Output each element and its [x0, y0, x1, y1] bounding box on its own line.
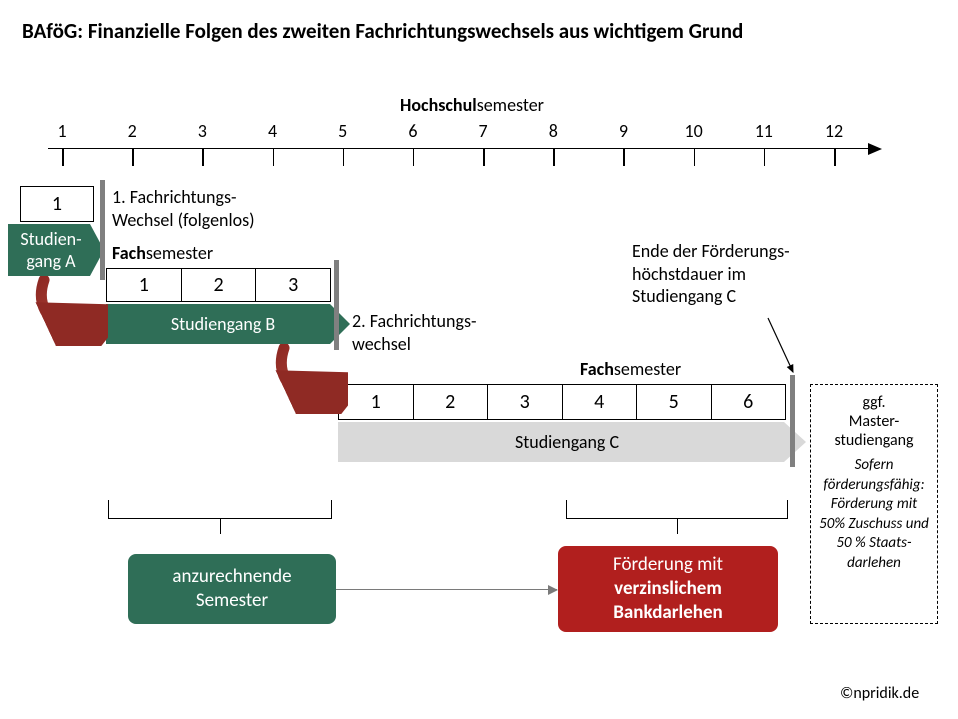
axis-tick: [202, 148, 204, 166]
axis-line: [48, 148, 870, 149]
wechsel-1-bar: [100, 180, 105, 280]
semester-cell: 2: [182, 269, 257, 301]
axis-tick: [623, 148, 625, 166]
callout-foerderung: Förderung mit verzinslichem Bankdarlehen: [558, 546, 778, 632]
axis-tick: [273, 148, 275, 166]
semester-cell: 1: [21, 187, 93, 221]
bracket-anzurechnende: [108, 500, 332, 534]
wechsel-2-bar: [334, 260, 339, 350]
axis-tick-label: 1: [57, 120, 66, 142]
gang-b-label: Studiengang B: [171, 313, 275, 335]
curve-arrow-a-icon: [30, 276, 108, 346]
page-title: BAföG: Finanzielle Folgen des zweiten Fa…: [22, 18, 743, 44]
axis-tick: [413, 148, 415, 166]
semester-cell: 1: [339, 385, 414, 419]
axis-tick: [694, 148, 696, 166]
axis-tick: [834, 148, 836, 166]
fachsemester-c-label: Fachsemester: [580, 358, 681, 381]
wechsel-1-label: 1. Fachrichtungs-Wechsel (folgenlos): [112, 186, 255, 231]
wechsel-2-label: 2. Fachrichtungs-wechsel: [352, 310, 477, 355]
master-title: ggf. Master- studiengang: [834, 393, 913, 450]
axis-tick-label: 10: [685, 120, 703, 142]
semester-cell: 3: [256, 269, 330, 301]
axis-tick: [764, 148, 766, 166]
ende-label: Ende der Förderungs- höchstdauer im Stud…: [632, 240, 790, 308]
ende-arrow-icon: [762, 312, 799, 378]
axis-tick-label: 9: [619, 120, 628, 142]
semester-cell: 2: [414, 385, 489, 419]
axis-tick: [132, 148, 134, 166]
axis-tick-label: 7: [479, 120, 488, 142]
gang-a-label: Studien-gang A: [20, 228, 81, 272]
copyright: ©npridik.de: [840, 684, 919, 703]
axis-tick: [553, 148, 555, 166]
axis-tick-label: 2: [128, 120, 137, 142]
axis-arrowhead: [868, 143, 882, 155]
semester-cell: 4: [563, 385, 638, 419]
axis-tick-label: 8: [549, 120, 558, 142]
callout-anzurechnende-text: anzurechnendeSemester: [172, 565, 291, 613]
gang-c-label: Studiengang C: [515, 431, 619, 453]
axis-tick-label: 3: [198, 120, 207, 142]
axis-tick: [62, 148, 64, 166]
axis-title: Hochschulsemester: [400, 94, 544, 116]
gang-a-banner: Studien-gang A: [8, 224, 104, 276]
bracket-foerderung: [566, 500, 788, 534]
axis-tick: [483, 148, 485, 166]
gang-c-semester-box: 123456: [338, 384, 786, 420]
master-note: Sofern förderungsfähig: Förderung mit 50…: [817, 456, 931, 573]
master-dashed-box: ggf. Master- studiengang Sofern förderun…: [810, 384, 938, 624]
axis-tick-label: 12: [825, 120, 843, 142]
end-bar: [790, 375, 795, 467]
diagram-canvas: BAföG: Finanzielle Folgen des zweiten Fa…: [0, 0, 958, 719]
callout-anzurechnende: anzurechnendeSemester: [128, 554, 336, 624]
axis-tick-label: 4: [268, 120, 277, 142]
gang-a-semester-box: 1: [20, 186, 94, 222]
gang-b-semester-box: 123: [106, 268, 331, 302]
axis-tick-label: 6: [408, 120, 417, 142]
gang-b-banner: Studiengang B: [106, 304, 350, 344]
link-arrow-icon: [336, 589, 557, 590]
gang-c-banner: Studiengang C: [338, 422, 806, 462]
axis-tick-label: 11: [755, 120, 773, 142]
semester-cell: 3: [488, 385, 563, 419]
semester-cell: 6: [712, 385, 786, 419]
fachsemester-b-label: Fachsemester: [112, 242, 213, 265]
callout-foerderung-text: Förderung mit verzinslichem Bankdarlehen: [613, 553, 723, 624]
curve-arrow-b-icon: [270, 344, 348, 414]
semester-cell: 5: [637, 385, 712, 419]
axis-tick: [343, 148, 345, 166]
semester-cell: 1: [107, 269, 182, 301]
axis-tick-label: 5: [338, 120, 347, 142]
